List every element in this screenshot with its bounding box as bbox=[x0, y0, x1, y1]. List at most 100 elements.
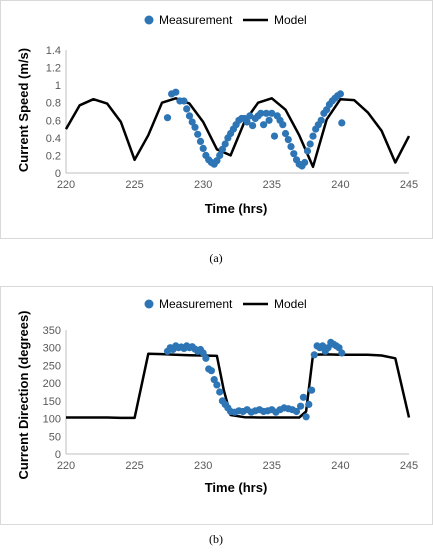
measurement-point bbox=[303, 147, 312, 155]
measurement-point bbox=[287, 143, 295, 151]
chart-panel-a: Measurement Model 0 0.2 0.4 0.6 0.8 1 1.2 1.4 22… bbox=[0, 0, 433, 239]
plot-area: 0 50 100 150 200 250 300 350 220 225 230 235 240 245 bbox=[43, 325, 419, 472]
measurement-point bbox=[336, 90, 344, 98]
y-tick-label: 100 bbox=[43, 414, 61, 426]
measurement-point bbox=[218, 145, 226, 153]
measurement-point bbox=[185, 112, 194, 120]
measurement-point bbox=[324, 344, 332, 352]
chart-frame bbox=[0, 286, 433, 525]
measurement-point bbox=[284, 136, 292, 144]
measurement-point bbox=[335, 344, 343, 352]
measurement-point bbox=[306, 140, 314, 148]
measurement-point bbox=[319, 342, 327, 350]
y-tick-label: 250 bbox=[43, 360, 61, 372]
y-tick-label: 0.4 bbox=[46, 133, 61, 145]
x-tick-label: 235 bbox=[263, 179, 281, 191]
x-tick-label: 220 bbox=[57, 179, 75, 191]
x-tick-label: 240 bbox=[331, 179, 349, 191]
x-tick-label: 225 bbox=[125, 179, 143, 191]
panel-label-a: (a) bbox=[209, 251, 222, 265]
x-tick-label: 245 bbox=[400, 460, 418, 472]
x-axis-title: Time (hrs) bbox=[205, 480, 268, 495]
x-tick-label: 245 bbox=[400, 179, 418, 191]
measurement-point bbox=[221, 140, 229, 148]
plot-area: 0 0.2 0.4 0.6 0.8 1 1.2 1.4 220 225 230 235 240 245 bbox=[46, 45, 418, 191]
measurement-point bbox=[297, 402, 305, 410]
y-tick-label: 50 bbox=[49, 431, 61, 443]
measurement-point bbox=[310, 351, 318, 359]
measurement-point bbox=[216, 388, 224, 396]
x-tick-label: 230 bbox=[194, 179, 212, 191]
y-tick-label: 1.4 bbox=[46, 45, 61, 57]
measurement-point bbox=[262, 109, 270, 117]
x-tick-label: 225 bbox=[125, 460, 143, 472]
measurement-point bbox=[199, 349, 207, 357]
legend-model-label: Model bbox=[274, 297, 307, 311]
legend-measurement-label: Measurement bbox=[159, 297, 233, 311]
model-line bbox=[64, 97, 411, 169]
legend-model-label: Model bbox=[274, 13, 307, 27]
measurement-point bbox=[196, 137, 205, 145]
legend-measurement-label: Measurement bbox=[159, 13, 233, 27]
measurement-point bbox=[265, 116, 273, 124]
measurement-point bbox=[202, 354, 210, 362]
measurement-point bbox=[305, 400, 313, 408]
measurement-point bbox=[207, 367, 215, 375]
chart-panel-b: Measurement Model 0 50 100 150 200 250 300 350 2… bbox=[0, 286, 433, 525]
measurement-point bbox=[299, 393, 307, 401]
y-tick-label: 0.2 bbox=[46, 150, 61, 162]
measurement-point bbox=[194, 130, 202, 138]
y-tick-label: 0 bbox=[55, 168, 61, 180]
measurement-point bbox=[301, 158, 309, 167]
measurement-point bbox=[308, 386, 316, 394]
measurement-point bbox=[172, 88, 180, 96]
y-tick-label: 200 bbox=[43, 378, 61, 390]
legend: Measurement Model bbox=[144, 297, 307, 311]
measurement-point bbox=[213, 381, 221, 389]
measurement-point bbox=[257, 109, 265, 117]
measurement-point bbox=[199, 144, 207, 152]
measurement-point bbox=[290, 150, 298, 158]
y-axis-title: Current Direction (degrees) bbox=[16, 310, 31, 479]
measurement-point bbox=[243, 118, 251, 126]
measurement-point bbox=[338, 349, 346, 357]
measurement-point bbox=[183, 105, 191, 113]
y-tick-label: 0.8 bbox=[46, 98, 61, 110]
legend-measurement-marker bbox=[144, 15, 154, 25]
panel-label-b: (b) bbox=[209, 532, 223, 546]
model-line bbox=[66, 352, 411, 420]
measurement-point bbox=[191, 123, 199, 131]
measurement-point bbox=[213, 157, 221, 165]
measurement-point bbox=[163, 114, 172, 122]
y-tick-label: 1.2 bbox=[46, 63, 61, 75]
y-tick-label: 300 bbox=[43, 343, 61, 355]
measurement-point bbox=[338, 119, 346, 127]
measurement-point bbox=[302, 413, 310, 421]
legend: Measurement Model bbox=[144, 13, 307, 27]
x-tick-label: 235 bbox=[263, 460, 281, 472]
x-axis-title: Time (hrs) bbox=[205, 201, 268, 216]
measurement-point bbox=[270, 132, 279, 140]
measurement-point bbox=[249, 122, 257, 130]
y-tick-label: 150 bbox=[43, 396, 61, 408]
y-tick-label: 1 bbox=[55, 80, 61, 92]
measurement-point bbox=[281, 129, 290, 138]
x-tick-label: 240 bbox=[331, 460, 349, 472]
measurement-point bbox=[292, 407, 301, 416]
y-tick-label: 0 bbox=[55, 449, 61, 461]
measurement-point bbox=[210, 376, 218, 384]
y-axis-title: Current Speed (m/s) bbox=[16, 48, 31, 172]
legend-measurement-marker bbox=[144, 299, 154, 309]
y-tick-label: 0.6 bbox=[46, 115, 61, 127]
measurement-point bbox=[188, 118, 196, 126]
measurement-point bbox=[260, 121, 268, 129]
measurement-point bbox=[216, 151, 224, 159]
measurement-point bbox=[246, 112, 254, 120]
measurement-point bbox=[180, 97, 188, 105]
y-tick-label: 350 bbox=[43, 325, 61, 337]
x-tick-label: 220 bbox=[57, 460, 75, 472]
measurement-point bbox=[279, 121, 287, 129]
x-tick-label: 230 bbox=[194, 460, 212, 472]
